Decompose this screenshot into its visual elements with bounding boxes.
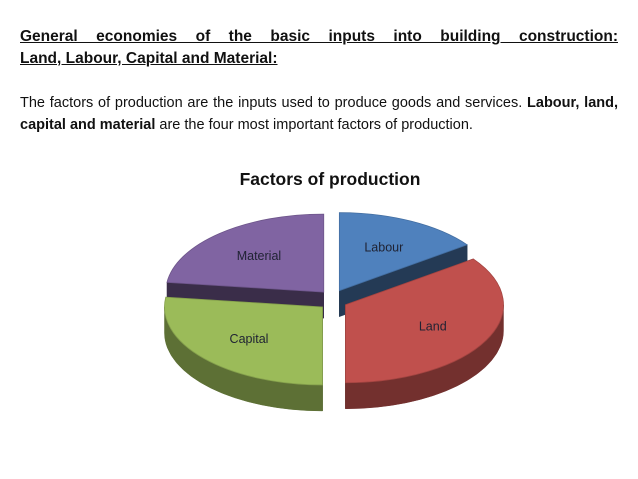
slice-label-capital: Capital — [230, 332, 269, 346]
pie-slice-land: Land — [345, 258, 504, 410]
paragraph-text-2: are the four most important factors of p… — [155, 117, 473, 133]
slice-label-land: Land — [419, 320, 447, 334]
document-heading: General economies of the basic inputs in… — [20, 26, 618, 70]
slice-label-material: Material — [237, 249, 281, 263]
paragraph-text-1: The factors of production are the inputs… — [20, 95, 528, 111]
paragraph-bold-text: Labour, land, capital and material — [20, 95, 619, 133]
intro-paragraph: The factors of production are the inputs… — [20, 92, 618, 136]
chart-title: Factors of production — [239, 169, 421, 189]
heading-line-2: Land, Labour, Capital and Material: — [20, 50, 278, 67]
pie-slice-capital: Capital — [164, 296, 323, 412]
slice-label-labour: Labour — [364, 241, 403, 255]
heading-line-1: General economies of the basic inputs in… — [20, 28, 618, 45]
